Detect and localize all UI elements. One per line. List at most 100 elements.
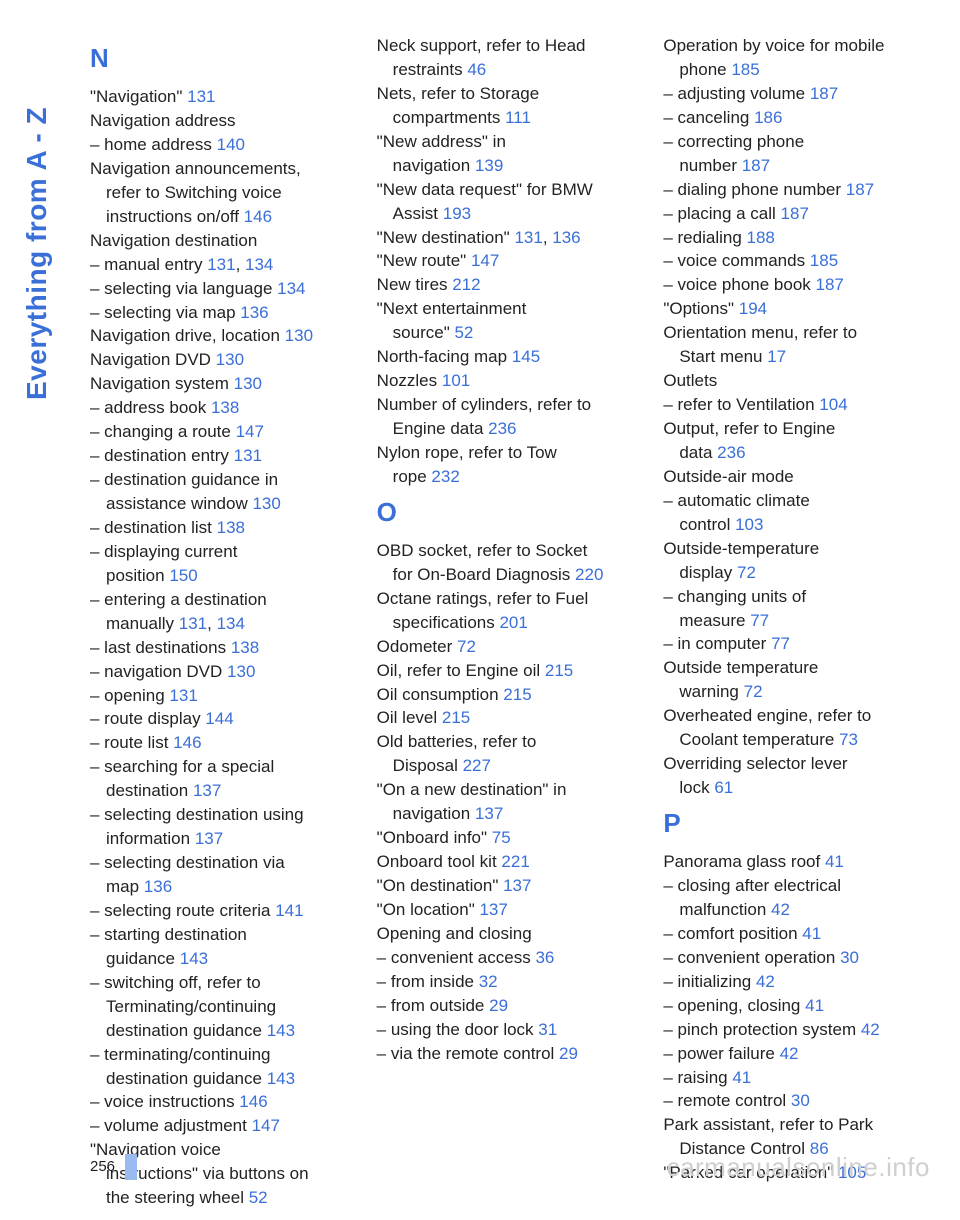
page-link[interactable]: 138 <box>211 398 239 417</box>
page-link[interactable]: 138 <box>231 638 259 657</box>
page-link[interactable]: 104 <box>819 395 847 414</box>
page-link[interactable]: 143 <box>180 949 208 968</box>
page-link[interactable]: 140 <box>217 135 245 154</box>
page-link[interactable]: 41 <box>802 924 821 943</box>
page-link[interactable]: 131 <box>234 446 262 465</box>
page-link[interactable]: 29 <box>559 1044 578 1063</box>
page-link[interactable]: 36 <box>535 948 554 967</box>
page-link[interactable]: 145 <box>512 347 540 366</box>
page-link[interactable]: 17 <box>767 347 786 366</box>
page-link[interactable]: 236 <box>717 443 745 462</box>
page-link[interactable]: 136 <box>552 228 580 247</box>
page-link[interactable]: 130 <box>227 662 255 681</box>
page-link[interactable]: 146 <box>244 207 272 226</box>
page-link[interactable]: 30 <box>840 948 859 967</box>
page-link[interactable]: 147 <box>236 422 264 441</box>
index-entry: – last destinations 138 <box>90 637 357 660</box>
page-link[interactable]: 42 <box>771 900 790 919</box>
page-link[interactable]: 30 <box>791 1091 810 1110</box>
index-entry: – route display 144 <box>90 708 357 731</box>
page-link[interactable]: 137 <box>479 900 507 919</box>
page-link[interactable]: 134 <box>245 255 273 274</box>
page-link[interactable]: 143 <box>267 1021 295 1040</box>
page-link[interactable]: 137 <box>193 781 221 800</box>
page-link[interactable]: 31 <box>538 1020 557 1039</box>
page-link[interactable]: 137 <box>475 804 503 823</box>
page-link[interactable]: 29 <box>489 996 508 1015</box>
page-link[interactable]: 141 <box>275 901 303 920</box>
page-link[interactable]: 144 <box>205 709 233 728</box>
page-link[interactable]: 32 <box>479 972 498 991</box>
page-link[interactable]: 187 <box>810 84 838 103</box>
page-link[interactable]: 41 <box>732 1068 751 1087</box>
page-link[interactable]: 232 <box>431 467 459 486</box>
page-link[interactable]: 42 <box>756 972 775 991</box>
page-link[interactable]: 61 <box>714 778 733 797</box>
page-link[interactable]: 77 <box>771 634 790 653</box>
index-entry: Oil, refer to Engine oil 215 <box>377 660 644 683</box>
entry-text: – voice instructions <box>90 1092 239 1111</box>
page-link[interactable]: 187 <box>742 156 770 175</box>
page-link[interactable]: 138 <box>217 518 245 537</box>
page-link[interactable]: 131 <box>187 87 215 106</box>
page-link[interactable]: 147 <box>252 1116 280 1135</box>
page-link[interactable]: 150 <box>169 566 197 585</box>
page-link[interactable]: 130 <box>285 326 313 345</box>
page-link[interactable]: 72 <box>744 682 763 701</box>
page-link[interactable]: 186 <box>754 108 782 127</box>
page-link[interactable]: 136 <box>144 877 172 896</box>
index-entry: "New data request" for BMW <box>377 179 644 202</box>
page-link[interactable]: 131 <box>514 228 542 247</box>
page-link[interactable]: 236 <box>488 419 516 438</box>
page-link[interactable]: 130 <box>234 374 262 393</box>
page-link[interactable]: 131 <box>179 614 207 633</box>
page-link[interactable]: 147 <box>471 251 499 270</box>
page-link[interactable]: 137 <box>503 876 531 895</box>
page-link[interactable]: 72 <box>457 637 476 656</box>
page-link[interactable]: 193 <box>443 204 471 223</box>
page-link[interactable]: 134 <box>277 279 305 298</box>
page-link[interactable]: 136 <box>240 303 268 322</box>
page-link[interactable]: 75 <box>492 828 511 847</box>
page-link[interactable]: 111 <box>505 108 531 127</box>
page-link[interactable]: 131 <box>169 686 197 705</box>
page-link[interactable]: 139 <box>475 156 503 175</box>
page-link[interactable]: 131 <box>207 255 235 274</box>
index-entry: – selecting via language 134 <box>90 278 357 301</box>
page-link[interactable]: 42 <box>861 1020 880 1039</box>
page-link[interactable]: 215 <box>503 685 531 704</box>
page-link[interactable]: 137 <box>195 829 223 848</box>
page-link[interactable]: 134 <box>217 614 245 633</box>
page-link[interactable]: 187 <box>846 180 874 199</box>
page-link[interactable]: 201 <box>499 613 527 632</box>
page-link[interactable]: 187 <box>816 275 844 294</box>
index-entry: – comfort position 41 <box>663 923 930 946</box>
page-link[interactable]: 220 <box>575 565 603 584</box>
page-link[interactable]: 77 <box>750 611 769 630</box>
page-link[interactable]: 72 <box>737 563 756 582</box>
page-link[interactable]: 227 <box>463 756 491 775</box>
page-link[interactable]: 185 <box>810 251 838 270</box>
page-link[interactable]: 221 <box>501 852 529 871</box>
page-link[interactable]: 143 <box>267 1069 295 1088</box>
page-link[interactable]: 130 <box>216 350 244 369</box>
page-link[interactable]: 146 <box>239 1092 267 1111</box>
page-link[interactable]: 52 <box>249 1188 268 1207</box>
page-link[interactable]: 185 <box>731 60 759 79</box>
page-link[interactable]: 46 <box>467 60 486 79</box>
page-link[interactable]: 187 <box>781 204 809 223</box>
page-link[interactable]: 215 <box>545 661 573 680</box>
page-link[interactable]: 41 <box>805 996 824 1015</box>
page-link[interactable]: 215 <box>442 708 470 727</box>
page-link[interactable]: 73 <box>839 730 858 749</box>
page-link[interactable]: 103 <box>735 515 763 534</box>
page-link[interactable]: 41 <box>825 852 844 871</box>
page-link[interactable]: 130 <box>252 494 280 513</box>
page-link[interactable]: 188 <box>747 228 775 247</box>
page-link[interactable]: 52 <box>454 323 473 342</box>
page-link[interactable]: 212 <box>452 275 480 294</box>
page-link[interactable]: 42 <box>780 1044 799 1063</box>
page-link[interactable]: 146 <box>173 733 201 752</box>
page-link[interactable]: 194 <box>739 299 767 318</box>
page-link[interactable]: 101 <box>442 371 470 390</box>
